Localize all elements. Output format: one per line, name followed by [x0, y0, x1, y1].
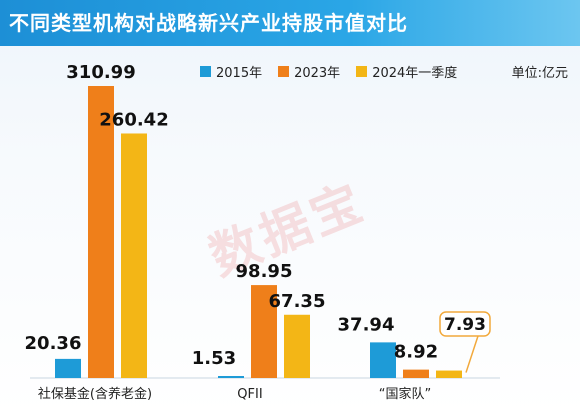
- legend-swatch-2024q1: [356, 65, 368, 77]
- bar-1-0: [218, 376, 244, 378]
- callout-box: [439, 311, 491, 337]
- legend-swatch-2015: [200, 65, 211, 77]
- bar-1-1: [251, 285, 277, 378]
- value-label-2-1: 8.92: [394, 342, 438, 363]
- category-label-2: “国家队”: [379, 386, 431, 402]
- legend-item-2024q1: 2024年一季度: [356, 62, 457, 81]
- value-label-0-0: 20.36: [25, 333, 82, 354]
- legend-item-2023: 2023年: [278, 62, 340, 81]
- value-label-1-0: 1.53: [192, 348, 236, 369]
- unit-label: 单位:亿元: [511, 66, 568, 81]
- value-label-2-0: 37.94: [338, 314, 395, 335]
- bar-0-1: [88, 86, 114, 378]
- category-label-0: 社保基金(含养老金): [38, 386, 152, 402]
- legend-label-2024q1: 2024年一季度: [372, 65, 458, 81]
- legend-swatch-2023: [278, 65, 290, 77]
- bar-1-2: [284, 314, 310, 378]
- value-label-0-1: 310.99: [66, 62, 135, 83]
- value-label-1-2: 67.35: [269, 291, 326, 312]
- bar-2-1: [403, 369, 429, 378]
- value-label-1-1: 98.95: [236, 261, 293, 282]
- value-label-2-2: 7.93: [444, 315, 486, 335]
- legend-label-2023: 2023年: [294, 65, 341, 81]
- value-label-0-2: 260.42: [99, 109, 168, 130]
- bar-2-2: [436, 370, 462, 378]
- category-label-1: QFII: [237, 387, 262, 402]
- chart-title: 不同类型机构对战略新兴产业持股市值对比: [9, 11, 408, 35]
- legend: 2015年 2023年 2024年一季度: [200, 62, 465, 81]
- bar-0-2: [121, 133, 147, 378]
- legend-label-2015: 2015年: [216, 65, 263, 81]
- title-bar: 不同类型机构对战略新兴产业持股市值对比: [0, 0, 580, 46]
- callout-line: [465, 335, 479, 373]
- bar-2-0: [370, 342, 396, 378]
- bar-0-0: [55, 358, 81, 378]
- legend-item-2015: 2015年: [200, 62, 262, 81]
